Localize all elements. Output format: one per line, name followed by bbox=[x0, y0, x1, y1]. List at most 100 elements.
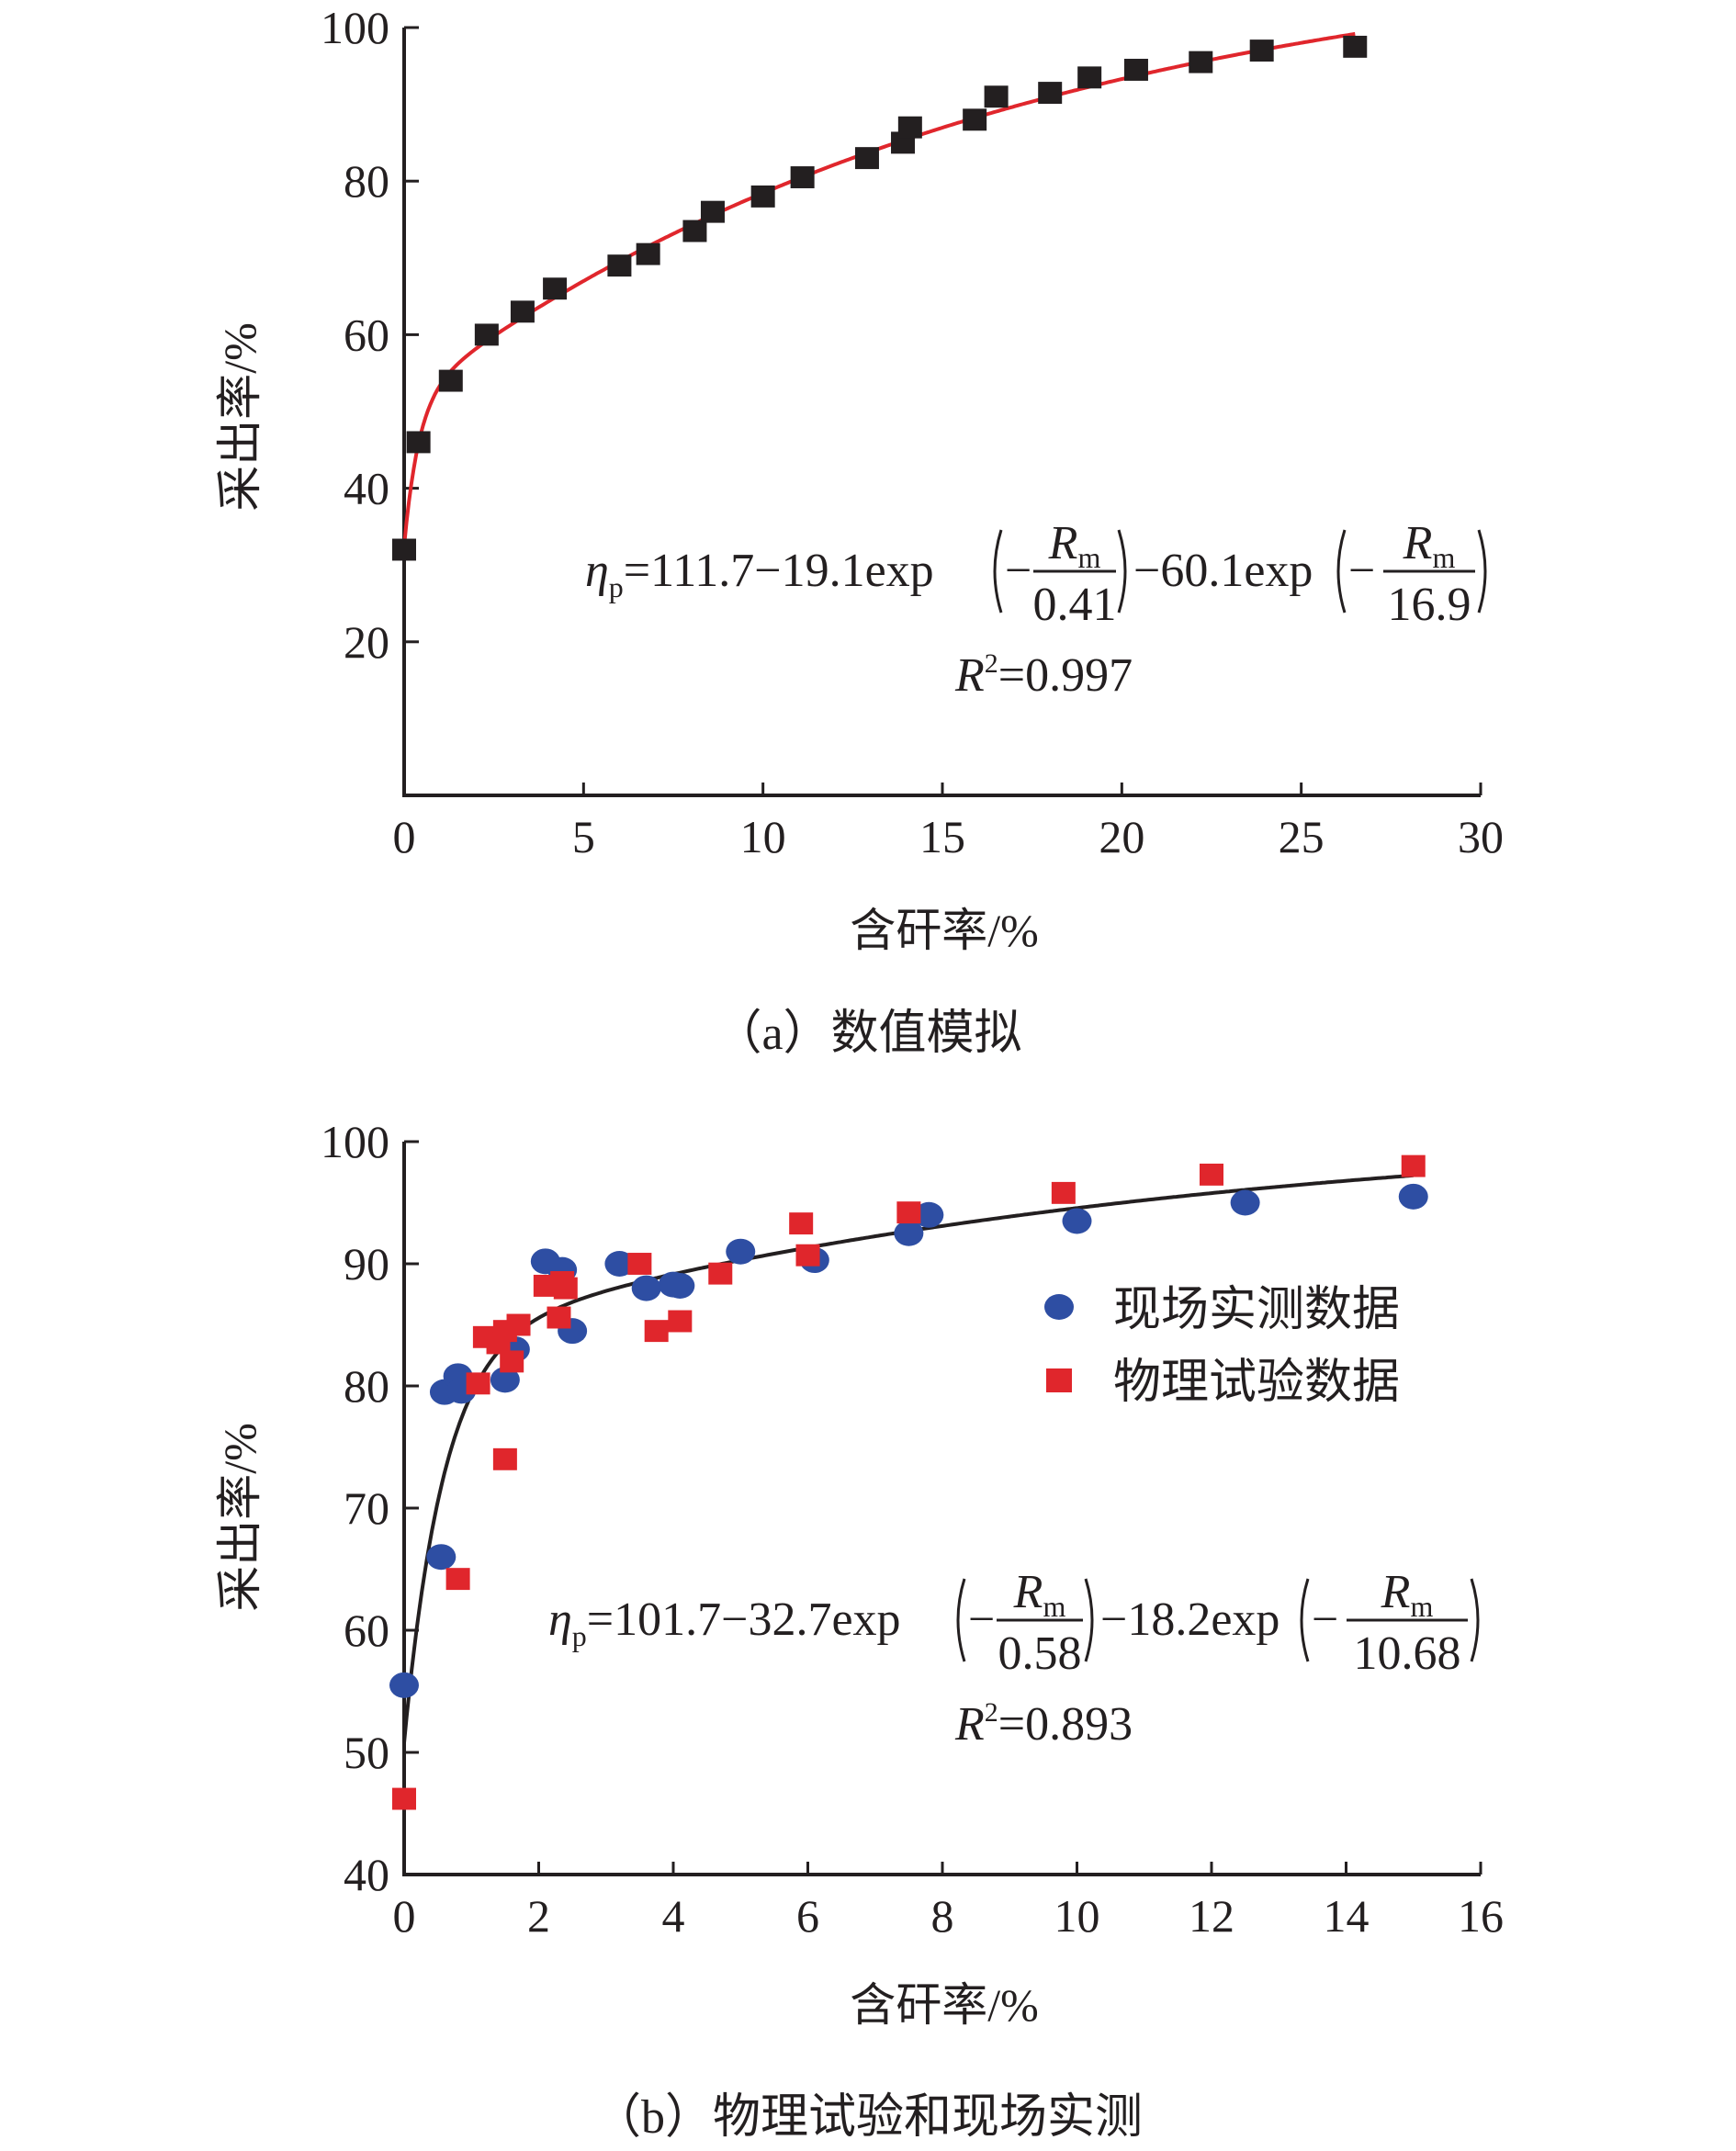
eq-a-num2-sub: m bbox=[1432, 541, 1455, 574]
x-tick-label: 15 bbox=[919, 811, 965, 862]
caption-a: （a）数值模拟 bbox=[714, 1008, 1022, 1060]
svg-text:ηp=101.7−32.7exp: ηp=101.7−32.7exp bbox=[548, 1594, 901, 1652]
data-point bbox=[406, 431, 431, 454]
eq-a-const: =111.7−19.1exp bbox=[624, 545, 934, 597]
data-point bbox=[750, 185, 775, 208]
x-tick-label: 16 bbox=[1458, 1890, 1504, 1942]
field-data-point bbox=[490, 1367, 520, 1393]
data-point bbox=[1189, 51, 1213, 73]
lab-data-point bbox=[547, 1306, 571, 1329]
chart-b-axes bbox=[402, 1142, 1481, 1876]
field-data-point bbox=[426, 1544, 457, 1571]
svg-text:−: − bbox=[1348, 545, 1375, 597]
x-tick-label: 6 bbox=[796, 1890, 819, 1942]
eq-a-mid: −60.1exp bbox=[1133, 545, 1313, 597]
x-tick-label: 25 bbox=[1279, 811, 1325, 862]
lab-data-point bbox=[627, 1253, 652, 1275]
x-tick-label: 0 bbox=[393, 1890, 416, 1942]
chart-a: 0 5 10 15 20 25 30 20 40 60 80 100 采出率/% 含矸率/% ηp=1… bbox=[214, 2, 1504, 956]
data-point bbox=[636, 242, 660, 265]
r2-a-sup: 2 bbox=[985, 648, 998, 679]
data-point bbox=[474, 323, 499, 346]
y-tick-label: 40 bbox=[344, 1849, 389, 1900]
eq-a-lhs: η bbox=[585, 545, 609, 597]
data-point bbox=[984, 85, 1009, 108]
lab-data-point bbox=[708, 1262, 733, 1285]
lab-data-point bbox=[1401, 1154, 1426, 1177]
eq-a-den1: 0.41 bbox=[1033, 579, 1117, 631]
field-data-point bbox=[604, 1251, 635, 1277]
r2-a-label: R bbox=[954, 649, 985, 702]
x-tick-label: 30 bbox=[1458, 811, 1504, 862]
lab-data-point bbox=[1200, 1163, 1223, 1186]
data-point bbox=[392, 538, 416, 561]
lab-data-point bbox=[500, 1350, 524, 1373]
data-point bbox=[607, 254, 632, 277]
data-point bbox=[963, 108, 987, 131]
x-tick-label: 10 bbox=[740, 811, 786, 862]
eq-a-den2: 16.9 bbox=[1388, 579, 1471, 631]
field-data-point bbox=[894, 1220, 924, 1246]
data-point bbox=[790, 166, 815, 188]
eq-a-num2: R bbox=[1403, 517, 1433, 569]
data-point bbox=[1343, 35, 1368, 58]
field-data-point bbox=[665, 1272, 695, 1299]
x-tick-label: 12 bbox=[1189, 1890, 1234, 1942]
lab-data-point bbox=[392, 1787, 416, 1810]
eq-b-den1: 0.58 bbox=[998, 1627, 1082, 1680]
chart-b: 0 2 4 6 8 10 12 14 16 40 50 60 70 80 90 100 采出率/% 含矸率/%… bbox=[214, 1116, 1504, 2031]
data-point bbox=[1123, 59, 1148, 81]
y-tick-label: 90 bbox=[344, 1238, 389, 1289]
chart-b-ticks: 0 2 4 6 8 10 12 14 16 40 50 60 70 80 90 100 bbox=[321, 1116, 1504, 1942]
chart-a-xlabel: 含矸率/% bbox=[850, 905, 1039, 956]
data-point bbox=[854, 147, 879, 170]
x-tick-label: 8 bbox=[931, 1890, 954, 1942]
eq-b-num2-sub: m bbox=[1410, 1590, 1433, 1623]
legend-lab-label: 物理试验数据 bbox=[1113, 1357, 1400, 1409]
eq-b-const: =101.7−32.7exp bbox=[587, 1594, 901, 1646]
field-data-point bbox=[631, 1275, 661, 1301]
x-tick-label: 10 bbox=[1054, 1890, 1100, 1942]
y-tick-label: 50 bbox=[344, 1727, 389, 1778]
eq-b-sub: p bbox=[572, 1619, 587, 1652]
svg-text:R2=0.997: R2=0.997 bbox=[954, 648, 1133, 702]
field-data-point bbox=[1398, 1183, 1428, 1210]
svg-text:Rm: Rm bbox=[1403, 517, 1456, 574]
data-point bbox=[510, 300, 535, 323]
lab-data-point bbox=[795, 1244, 820, 1267]
r2-b-value: =0.893 bbox=[998, 1698, 1133, 1751]
svg-text:−: − bbox=[1312, 1594, 1338, 1646]
legend-lab-marker bbox=[1046, 1368, 1072, 1392]
svg-text:Rm: Rm bbox=[1048, 517, 1101, 574]
svg-text:−: − bbox=[968, 1594, 995, 1646]
lab-data-point bbox=[445, 1568, 470, 1591]
y-tick-label: 20 bbox=[344, 616, 389, 668]
eq-b-lhs: η bbox=[548, 1594, 572, 1646]
data-point bbox=[682, 220, 707, 242]
chart-a-points bbox=[392, 35, 1368, 561]
eq-a-num1-sub: m bbox=[1077, 541, 1100, 574]
data-point bbox=[438, 369, 463, 392]
lab-data-point bbox=[466, 1372, 490, 1395]
chart-b-equation: ηp=101.7−32.7exp − Rm 0.58 −18.2exp − Rm… bbox=[548, 1566, 1480, 1751]
eq-b-den2: 10.68 bbox=[1354, 1627, 1461, 1680]
svg-text:Rm: Rm bbox=[1013, 1566, 1066, 1623]
chart-b-ylabel: 采出率/% bbox=[214, 1423, 265, 1612]
chart-a-ticks: 0 5 10 15 20 25 30 20 40 60 80 100 bbox=[321, 2, 1504, 862]
x-tick-label: 14 bbox=[1324, 1890, 1370, 1942]
legend-field-marker bbox=[1044, 1294, 1074, 1320]
lab-data-point bbox=[492, 1447, 517, 1470]
data-point bbox=[543, 277, 568, 300]
x-tick-label: 4 bbox=[662, 1890, 685, 1942]
lab-data-point bbox=[896, 1201, 921, 1224]
chart-a-equation: ηp=111.7−19.1exp − Rm 0.41 −60.1exp − Rm… bbox=[585, 517, 1487, 702]
y-tick-label: 60 bbox=[344, 309, 389, 360]
svg-text:−: − bbox=[1005, 545, 1031, 597]
r2-a-value: =0.997 bbox=[998, 649, 1133, 702]
data-point bbox=[897, 116, 922, 139]
data-point bbox=[1249, 39, 1274, 62]
chart-b-points bbox=[389, 1154, 1428, 1810]
field-data-point bbox=[726, 1238, 756, 1265]
eq-a-num1: R bbox=[1048, 517, 1078, 569]
field-data-point bbox=[1062, 1208, 1092, 1234]
